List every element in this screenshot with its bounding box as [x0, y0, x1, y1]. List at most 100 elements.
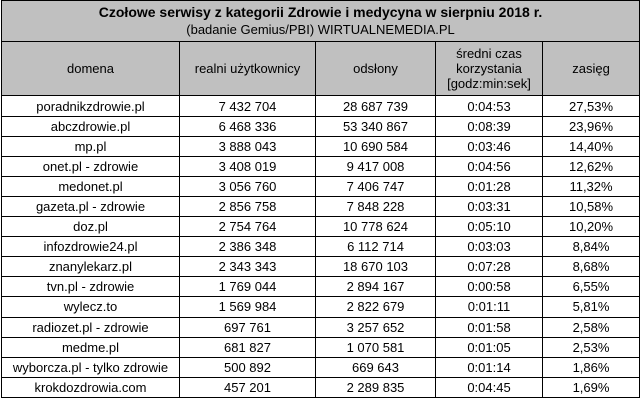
- cell-views: 2 289 835: [315, 376, 436, 399]
- cell-time: 0:07:28: [435, 256, 543, 278]
- table-row: wyborcza.pl - tylko zdrowie 500 892 669 64…: [1, 356, 641, 378]
- cell-time: 0:05:10: [435, 216, 543, 238]
- table-row: doz.pl 2 754 764 10 778 624 0:05:10 10,20%: [1, 216, 641, 238]
- cell-reach: 8,68%: [541, 256, 641, 278]
- header-time-line3: [godz:min:sek]: [447, 76, 531, 92]
- cell-domain: medme.pl: [1, 336, 180, 358]
- cell-users: 2 856 758: [179, 195, 316, 218]
- cell-users: 6 468 336: [179, 115, 316, 137]
- table-row: gazeta.pl - zdrowie 2 856 758 7 848 228 0:0…: [1, 195, 641, 218]
- header-time-line1: średni czas: [456, 46, 522, 62]
- cell-time: 0:03:03: [435, 236, 543, 258]
- cell-reach: 5,81%: [541, 296, 641, 318]
- table-row: tvn.pl - zdrowie 1 769 044 2 894 167 0:00:5…: [1, 276, 641, 298]
- cell-time: 0:03:46: [435, 135, 543, 157]
- cell-time: 0:01:28: [435, 175, 543, 197]
- table-row: poradnikzdrowie.pl 7 432 704 28 687 739 0:0…: [1, 95, 641, 117]
- cell-views: 28 687 739: [315, 95, 436, 117]
- cell-domain: znanylekarz.pl: [1, 256, 180, 278]
- cell-time: 0:04:45: [435, 376, 543, 399]
- cell-users: 3 888 043: [179, 135, 316, 157]
- cell-domain: wyborcza.pl - tylko zdrowie: [1, 356, 180, 378]
- cell-time: 0:08:39: [435, 115, 543, 137]
- cell-time: 0:01:14: [435, 356, 543, 378]
- header-time: średni czas korzystania [godz:min:sek]: [435, 41, 543, 97]
- cell-domain: mp.pl: [1, 135, 180, 157]
- header-row: domena realni użytkownicy odsłony średni…: [1, 41, 641, 97]
- cell-views: 669 643: [315, 356, 436, 378]
- cell-views: 9 417 008: [315, 155, 436, 177]
- table-row: onet.pl - zdrowie 3 408 019 9 417 008 0:04:…: [1, 155, 641, 177]
- cell-reach: 12,62%: [541, 155, 641, 177]
- header-reach: zasięg: [541, 41, 641, 97]
- cell-users: 3 056 760: [179, 175, 316, 197]
- cell-time: 0:04:56: [435, 155, 543, 177]
- cell-domain: wylecz.to: [1, 296, 180, 318]
- cell-users: 697 761: [179, 316, 316, 338]
- table-row: mp.pl 3 888 043 10 690 584 0:03:46 14,40%: [1, 135, 641, 157]
- cell-users: 2 386 348: [179, 236, 316, 258]
- cell-users: 457 201: [179, 376, 316, 399]
- cell-domain: gazeta.pl - zdrowie: [1, 195, 180, 218]
- cell-views: 1 070 581: [315, 336, 436, 358]
- cell-reach: 11,32%: [541, 175, 641, 197]
- cell-users: 2 754 764: [179, 216, 316, 238]
- table-row: medonet.pl 3 056 760 7 406 747 0:01:28 11,32…: [1, 175, 641, 197]
- cell-reach: 23,96%: [541, 115, 641, 137]
- table-subtitle: (badanie Gemius/PBI) WIRTUALNEMEDIA.PL: [186, 22, 455, 38]
- table-row: znanylekarz.pl 2 343 343 18 670 103 0:07:28…: [1, 256, 641, 278]
- cell-reach: 1,86%: [541, 356, 641, 378]
- cell-reach: 10,58%: [541, 195, 641, 218]
- cell-users: 1 769 044: [179, 276, 316, 298]
- table-row: infozdrowie24.pl 2 386 348 6 112 714 0:03:0…: [1, 236, 641, 258]
- cell-reach: 1,69%: [541, 376, 641, 399]
- cell-domain: medonet.pl: [1, 175, 180, 197]
- cell-views: 7 406 747: [315, 175, 436, 197]
- table-row: wylecz.to 1 569 984 2 822 679 0:01:11 5,81%: [1, 296, 641, 318]
- cell-reach: 27,53%: [541, 95, 641, 117]
- cell-users: 1 569 984: [179, 296, 316, 318]
- cell-users: 2 343 343: [179, 256, 316, 278]
- cell-reach: 8,84%: [541, 236, 641, 258]
- cell-time: 0:01:58: [435, 316, 543, 338]
- cell-reach: 2,58%: [541, 316, 641, 338]
- table-row: radiozet.pl - zdrowie 697 761 3 257 652 0:0…: [1, 316, 641, 338]
- table-title-cell: Czołowe serwisy z kategorii Zdrowie i me…: [0, 0, 641, 43]
- cell-views: 18 670 103: [315, 256, 436, 278]
- cell-views: 2 894 167: [315, 276, 436, 298]
- cell-domain: onet.pl - zdrowie: [1, 155, 180, 177]
- cell-domain: radiozet.pl - zdrowie: [1, 316, 180, 338]
- cell-reach: 10,20%: [541, 216, 641, 238]
- cell-domain: abczdrowie.pl: [1, 115, 180, 137]
- cell-views: 6 112 714: [315, 236, 436, 258]
- table-row: medme.pl 681 827 1 070 581 0:01:05 2,53%: [1, 336, 641, 358]
- cell-time: 0:00:58: [435, 276, 543, 298]
- cell-users: 7 432 704: [179, 95, 316, 117]
- cell-users: 3 408 019: [179, 155, 316, 177]
- cell-views: 7 848 228: [315, 195, 436, 218]
- header-domain: domena: [1, 41, 180, 97]
- cell-views: 2 822 679: [315, 296, 436, 318]
- table-row: abczdrowie.pl 6 468 336 53 340 867 0:08:39 2…: [1, 115, 641, 137]
- table-title: Czołowe serwisy z kategorii Zdrowie i me…: [98, 4, 543, 21]
- cell-reach: 14,40%: [541, 135, 641, 157]
- cell-users: 500 892: [179, 356, 316, 378]
- header-time-line2: korzystania: [456, 61, 522, 77]
- cell-domain: krokdozdrowia.com: [1, 376, 180, 399]
- cell-views: 10 778 624: [315, 216, 436, 238]
- cell-domain: doz.pl: [1, 216, 180, 238]
- cell-reach: 2,53%: [541, 336, 641, 358]
- cell-time: 0:01:11: [435, 296, 543, 318]
- table-row: krokdozdrowia.com 457 201 2 289 835 0:04:45…: [1, 376, 641, 399]
- cell-domain: tvn.pl - zdrowie: [1, 276, 180, 298]
- table-body: poradnikzdrowie.pl 7 432 704 28 687 739 0:0…: [1, 95, 641, 399]
- cell-views: 10 690 584: [315, 135, 436, 157]
- cell-time: 0:03:31: [435, 195, 543, 218]
- cell-reach: 6,55%: [541, 276, 641, 298]
- cell-users: 681 827: [179, 336, 316, 358]
- cell-views: 53 340 867: [315, 115, 436, 137]
- cell-time: 0:01:05: [435, 336, 543, 358]
- title-row: Czołowe serwisy z kategorii Zdrowie i me…: [0, 0, 641, 43]
- cell-views: 3 257 652: [315, 316, 436, 338]
